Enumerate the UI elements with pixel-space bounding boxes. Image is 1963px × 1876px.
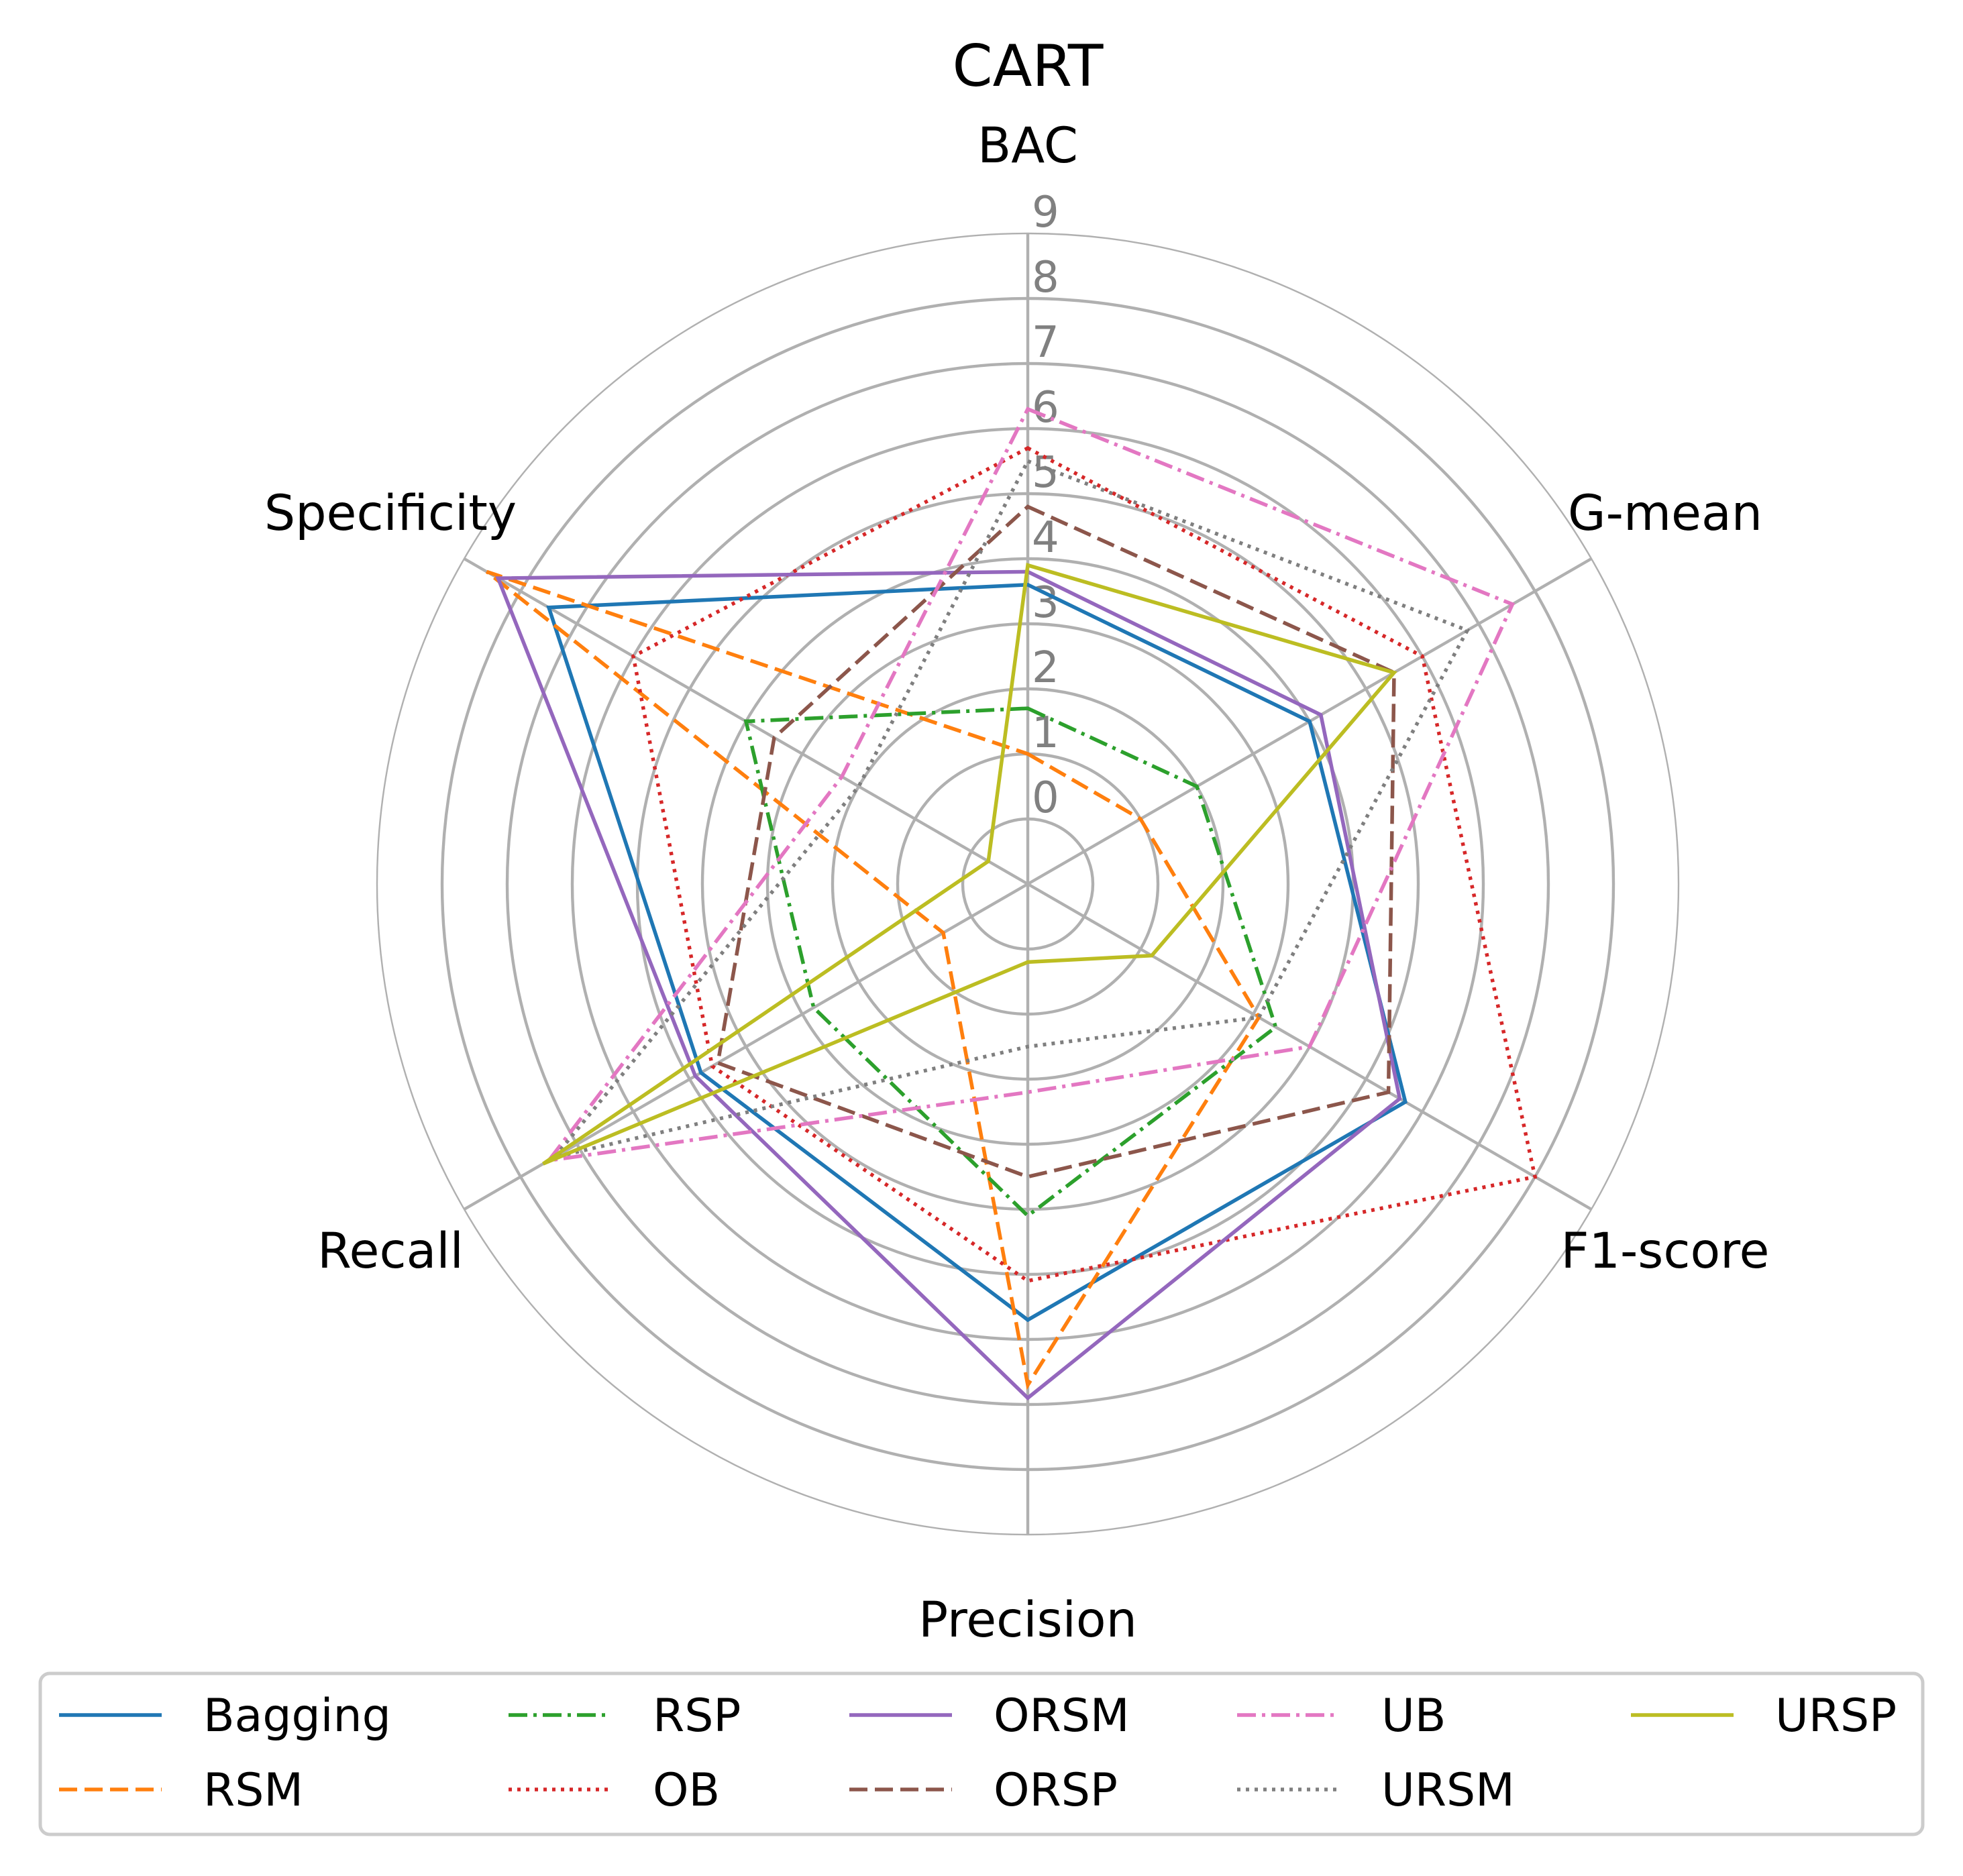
axis-label-bac: BAC: [977, 117, 1078, 174]
axis-label-recall: Recall: [317, 1223, 464, 1280]
legend-label-ub: UB: [1381, 1690, 1446, 1743]
radial-tick-label: 6: [1032, 383, 1059, 433]
chart-title: CART: [953, 33, 1104, 100]
series-lines: [485, 406, 1538, 1400]
radial-tick-label: 7: [1032, 318, 1059, 368]
radial-tick-label: 9: [1032, 188, 1059, 237]
series-rsm: [485, 569, 1261, 1390]
radial-tick-label: 4: [1032, 513, 1059, 563]
series-orsp: [715, 504, 1396, 1179]
legend-label-rsp: RSP: [653, 1690, 741, 1743]
legend-label-bagging: Bagging: [203, 1690, 391, 1743]
radar-grid: [376, 232, 1680, 1536]
axis-labels: BAC G-mean F1-score Precision Recall Specific…: [264, 117, 1770, 1649]
legend-label-rsm: RSM: [203, 1764, 303, 1817]
legend-label-orsm: ORSM: [994, 1690, 1130, 1743]
axis-label-f1-score: F1-score: [1561, 1223, 1770, 1280]
radial-tick-label: 0: [1032, 773, 1059, 823]
legend: Bagging RSM RSP OB ORSM ORSP UB URSM URSP: [38, 1671, 1925, 1836]
series-bagging: [546, 583, 1408, 1323]
series-ursm: [549, 459, 1471, 1160]
radial-tick-label: 2: [1032, 643, 1059, 693]
radial-tick-label: 1: [1032, 708, 1059, 758]
axis-label-precision: Precision: [918, 1592, 1137, 1649]
axis-label-specificity: Specificity: [264, 485, 517, 542]
legend-label-ursm: URSM: [1381, 1764, 1515, 1817]
legend-label-orsp: ORSP: [994, 1764, 1118, 1817]
legend-label-ursp: URSP: [1775, 1690, 1897, 1743]
series-ob: [631, 445, 1538, 1283]
radial-tick-label: 8: [1032, 253, 1059, 302]
series-orsm: [495, 569, 1402, 1400]
axis-label-g-mean: G-mean: [1568, 485, 1762, 542]
series-ursp: [542, 563, 1397, 1166]
series-rsp: [743, 706, 1278, 1219]
series-ub: [544, 406, 1516, 1163]
legend-label-ob: OB: [653, 1764, 720, 1817]
